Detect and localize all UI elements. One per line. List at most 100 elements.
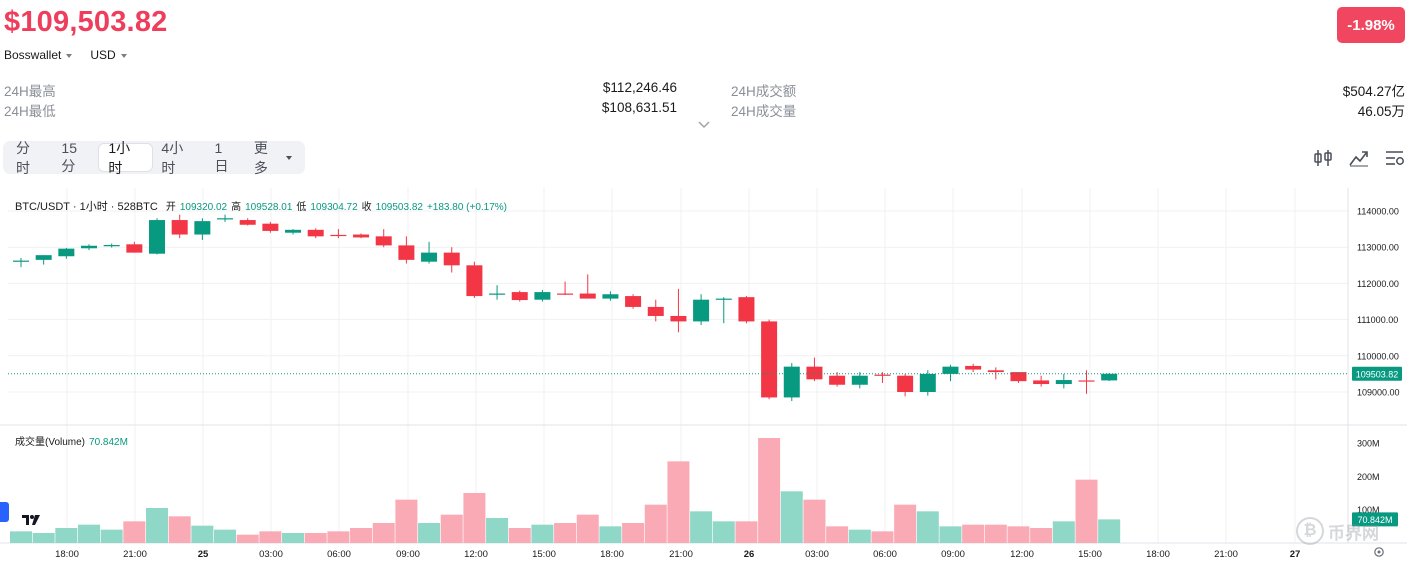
price-change-badge: -1.98% [1337,7,1405,43]
volume-bar [916,511,939,543]
volume-bar [10,531,32,543]
volume-bar [463,493,486,543]
caret-down-icon [286,156,292,160]
x-tick-label: 15:00 [1078,549,1102,560]
tradingview-logo-icon [22,515,40,525]
x-tick-label: 21:00 [1214,549,1238,560]
candle-body [58,248,75,257]
volume-tick-label: 200M [1357,472,1380,482]
settings-list-icon[interactable] [1384,148,1406,168]
tab-1hour[interactable]: 1小时 [99,140,153,176]
x-tick-label: 26 [744,549,755,560]
tab-15min[interactable]: 15分 [52,140,99,174]
legend-change-value: +183.80 (+0.17%) [426,202,508,213]
volume-bar [395,499,418,543]
candle-body [761,321,778,398]
volume-bar [803,499,826,543]
stat-volume-value: 46.05万 [1357,104,1405,119]
currency-label: USD [90,48,116,62]
volume-bar [1007,526,1030,543]
candle-body [330,234,347,237]
candle-body [579,293,596,299]
legend-close-value: 109503.82 [375,202,423,213]
candle-body [375,236,392,246]
volume-bar [146,508,169,543]
volume-bar [690,511,713,543]
candle-body [625,296,642,307]
candle-body [1055,380,1072,385]
legend-open-label: 开 [165,202,176,213]
y-tick-label: 110000.00 [1357,351,1399,361]
ohlc-legend: BTC/USDT · 1小时 · 528BTC 开 109320.02 高 1095… [15,198,507,214]
volume-bar [939,526,962,543]
x-tick-label: 15:00 [532,549,556,560]
candle-body [489,293,506,295]
volume-bar [418,523,441,543]
chart-settings-icon[interactable] [1373,546,1385,558]
chart-type-icon[interactable] [1348,148,1370,168]
candle-body [13,260,29,262]
y-tick-label: 114000.00 [1357,207,1399,217]
candle-body [1101,373,1118,381]
volume-bar [372,523,395,543]
candle-body [874,374,891,376]
candle-body [194,221,211,235]
currency-selector[interactable]: USD [90,48,127,62]
tab-1day[interactable]: 1日 [205,140,244,174]
last-price-tag [1352,366,1402,381]
tab-more[interactable]: 更多 [245,140,301,176]
candle-body [171,220,188,235]
volume-bar [848,529,871,543]
expand-chevron-icon[interactable] [697,120,711,130]
volume-bar [508,528,531,543]
candle-body [149,220,166,254]
candle-body [103,245,120,247]
last-volume-label: 70.842M [1357,515,1392,525]
candlestick-chart[interactable]: 114000.00 113000.00 112000.00 111000.00 1100… [0,188,1407,561]
tab-fenshi[interactable]: 分时 [7,140,52,176]
candle-body [557,293,574,295]
stat-turnover-value: $504.27亿 [1342,84,1405,99]
chart-symbol-title: BTC/USDT · 1小时 · 528BTC [15,201,158,213]
volume-bar [440,514,463,543]
y-tick-label: 109000.00 [1357,388,1400,398]
stat-volume-label: 24H成交量 [731,104,797,119]
volume-bar [622,523,645,543]
pane-collapse-handle[interactable] [0,502,9,522]
volume-bar [191,525,214,543]
volume-bar [780,491,803,543]
watermark: ₿ 币界网 [1296,517,1379,545]
legend-close-label: 收 [361,202,372,213]
tab-label: 4小时 [161,139,184,176]
volume-bar [984,524,1007,543]
indicators-icon[interactable] [1312,148,1334,168]
tradingview-logo[interactable] [18,509,44,531]
volume-bar [962,524,985,543]
tab-label: 1小时 [108,139,131,176]
candle-body [262,223,279,231]
volume-bar [259,531,282,543]
volume-bar [350,528,373,543]
candle-body [829,375,846,385]
volume-legend-value: 70.842M [89,437,128,448]
volume-tick-label: 300M [1357,439,1380,449]
x-tick-label: 21:00 [123,549,147,560]
volume-bar [576,514,599,543]
candle-body [738,297,755,322]
volume-bar [32,533,55,543]
exchange-selector[interactable]: Bosswallet [4,48,73,62]
volume-bar [599,526,622,543]
volume-bar [214,529,237,543]
volume-bar [667,461,690,543]
tab-4hour[interactable]: 4小时 [152,140,205,176]
candle-body [1033,380,1050,385]
legend-high-label: 高 [231,202,242,213]
candle-body [965,365,982,370]
stat-low-label: 24H最低 [4,104,56,119]
volume-bar [712,521,735,543]
last-price-label: 109503.82 [1356,369,1399,379]
y-tick-label: 113000.00 [1357,243,1399,253]
volume-bar [554,523,577,543]
volume-bar [644,504,667,543]
candle-body [126,244,143,253]
